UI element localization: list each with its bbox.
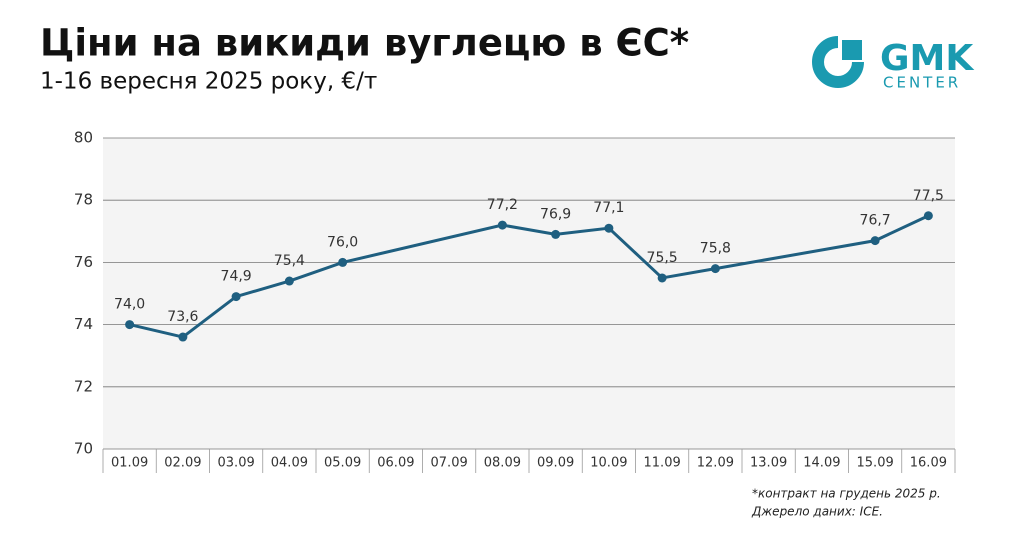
plot-area <box>103 138 955 449</box>
point <box>870 236 880 246</box>
x-tick-label: 05.09 <box>324 456 361 471</box>
logo-text: GMK <box>880 38 974 79</box>
value-label: 75,5 <box>647 250 678 266</box>
y-tick-label: 76 <box>74 253 93 271</box>
y-tick-label: 72 <box>74 377 93 395</box>
x-tick-label: 11.09 <box>644 456 681 471</box>
point <box>178 332 188 342</box>
x-tick-label: 14.09 <box>803 456 840 471</box>
x-tick-label: 09.09 <box>537 456 574 471</box>
x-tick-label: 04.09 <box>271 456 308 471</box>
logo-subtext: CENTER <box>883 74 961 92</box>
x-tick-label: 02.09 <box>164 456 201 471</box>
logo: GMK CENTER <box>812 36 974 92</box>
chart-title: Ціни на викиди вуглецю в ЄС* <box>40 22 689 65</box>
value-label: 76,0 <box>327 234 358 250</box>
y-tick-label: 80 <box>74 129 93 147</box>
point <box>284 276 294 286</box>
value-label: 75,8 <box>700 241 731 257</box>
value-label: 73,6 <box>167 309 198 325</box>
x-tick-label: 06.09 <box>377 456 414 471</box>
value-label: 77,5 <box>913 188 944 204</box>
chart-subtitle: 1-16 вересня 2025 року, €/т <box>40 69 377 95</box>
point <box>710 264 720 274</box>
footnote: Джерело даних: ICE. <box>751 505 883 519</box>
footnote: *контракт на грудень 2025 р. <box>752 487 941 501</box>
value-label: 77,2 <box>487 197 518 213</box>
point <box>497 220 507 230</box>
point <box>551 229 561 239</box>
x-tick-label: 12.09 <box>697 456 734 471</box>
point <box>657 273 667 283</box>
value-label: 76,7 <box>860 213 891 229</box>
x-tick-label: 15.09 <box>857 456 894 471</box>
x-tick-label: 13.09 <box>750 456 787 471</box>
value-label: 74,0 <box>114 297 145 313</box>
point <box>125 320 135 330</box>
point <box>338 257 348 267</box>
x-tick-label: 07.09 <box>431 456 468 471</box>
x-tick-label: 08.09 <box>484 456 521 471</box>
x-tick-label: 01.09 <box>111 456 148 471</box>
x-tick-label: 10.09 <box>590 456 627 471</box>
logo-square <box>842 40 862 60</box>
value-label: 74,9 <box>221 269 252 285</box>
x-tick-label: 16.09 <box>910 456 947 471</box>
value-label: 76,9 <box>540 206 571 222</box>
line <box>129 214 930 339</box>
point <box>604 223 614 233</box>
y-tick-label: 74 <box>74 315 93 333</box>
x-tick-label: 03.09 <box>218 456 255 471</box>
point <box>231 292 241 302</box>
y-tick-label: 78 <box>74 191 93 209</box>
y-tick-label: 70 <box>74 440 93 458</box>
value-label: 77,1 <box>593 200 624 216</box>
point <box>923 211 933 221</box>
value-label: 75,4 <box>274 253 305 269</box>
